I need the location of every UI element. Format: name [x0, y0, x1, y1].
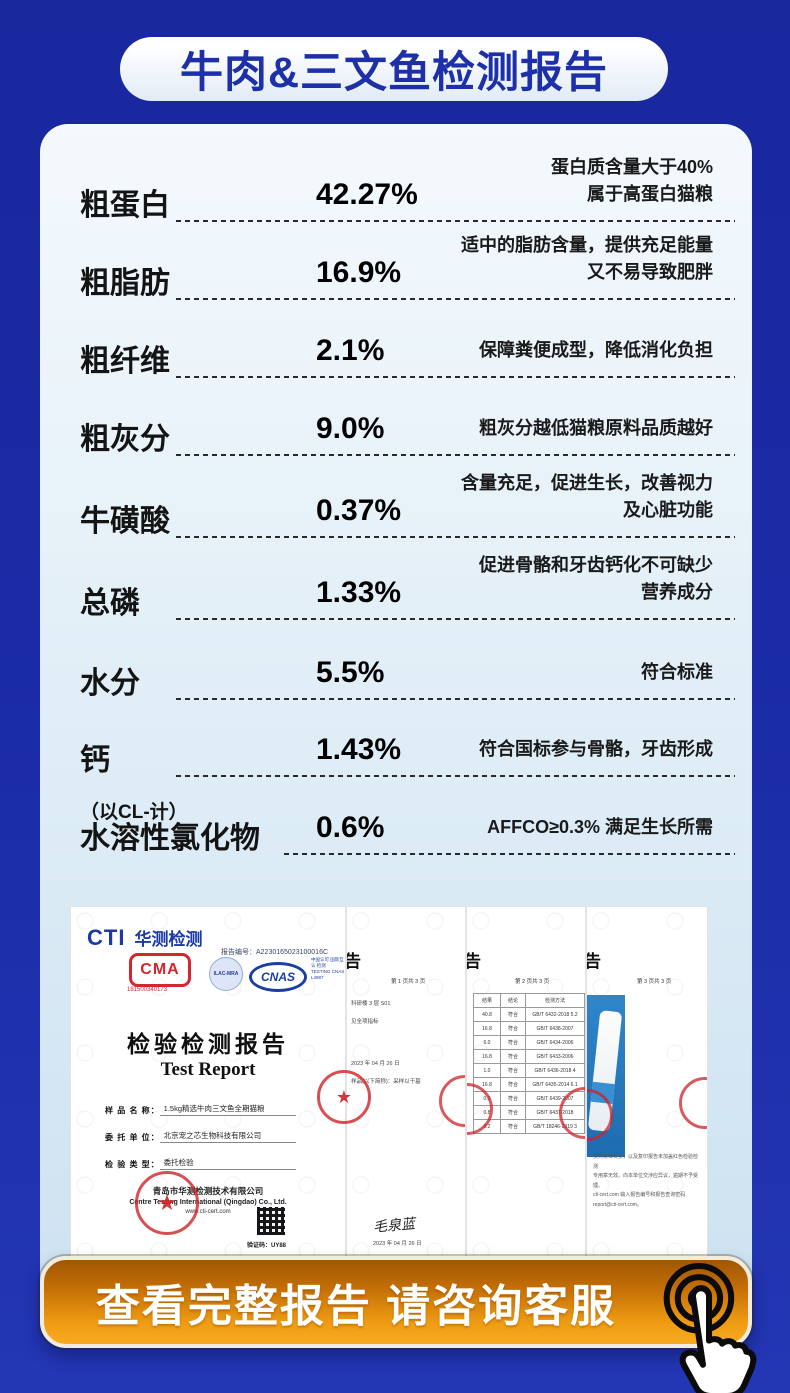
dashed-underline: 1.33% 促进骨骼和牙齿钙化不可缺少 营养成分	[176, 538, 735, 620]
nutrient-value: 42.27%	[316, 178, 418, 211]
page-number: 第 3 页共 3 页	[637, 979, 672, 985]
cert-page-cover: CTI 华测检测 报告编号：A2230165023100016C CMA 181…	[70, 906, 346, 1258]
dashed-underline: 2.1% 保障粪便成型，降低消化负担	[176, 300, 735, 378]
nutrient-value: 9.0%	[316, 412, 385, 445]
dashed-underline: 1.43% 符合国标参与骨骼，牙齿形成	[176, 700, 735, 777]
dashed-underline: 5.5% 符合标准	[176, 620, 735, 700]
view-report-label: 查看完整报告 请咨询客服	[95, 1282, 617, 1331]
row-crude-protein: 粗蛋白 42.27% 蛋白质含量大于40% 属于高蛋白猫粮	[80, 132, 735, 222]
red-stamp-icon: ★	[317, 1070, 371, 1124]
cnas-badge: CNAS	[249, 962, 307, 992]
nutrient-name: 总磷	[80, 586, 140, 620]
row-crude-fiber: 粗纤维 2.1% 保障粪便成型，降低消化负担	[80, 300, 735, 378]
report-fields: 样 品 名 称： 1.5kg精选牛肉三文鱼全期猫粮 委 托 单 位： 北京宠之芯生物…	[105, 1103, 296, 1184]
dashed-underline: 0.6% AFFCO≥0.3% 满足生长所需	[284, 777, 735, 855]
table-row: 16.8 符合 GB/T 6435-2014 6.1	[473, 1077, 585, 1092]
table-row: 16.8 符合 GB/T 6433-2006	[473, 1049, 585, 1064]
nutrient-name: 粗纤维	[80, 344, 170, 378]
cnas-text: 中国认可 国际互认 检测 TESTING CNAS L4987	[311, 957, 345, 980]
nutrient-note: AFFCO≥0.3% 满足生长所需	[487, 817, 713, 837]
nutrient-name-prefix: （以CL-计）	[80, 801, 188, 823]
table-row: 16.8 符合 GB/T 6438-2007	[473, 1021, 585, 1036]
report-footnotes: 仅对来样负责，以及复印报告未加盖红色检验检测 专用章无效。向本单位交涉应异议，逾…	[593, 1154, 699, 1208]
nutrient-note: 保障粪便成型，降低消化负担	[479, 340, 713, 360]
red-stamp-icon: ★	[135, 1171, 199, 1235]
nutrient-name: 水溶性氯化物	[80, 821, 260, 855]
nutrient-name: 粗灰分	[80, 422, 170, 456]
page-header-fragment: 告	[587, 947, 601, 972]
nutrient-note: 促进骨骼和牙齿钙化不可缺少 营养成分	[479, 555, 713, 602]
report-number: 报告编号：A2230165023100016C	[221, 949, 329, 956]
nutrient-value: 16.9%	[316, 256, 402, 289]
cma-number: 181500340173	[127, 987, 168, 993]
row-crude-ash: 粗灰分 9.0% 粗灰分越低猫粮原料品质越好	[80, 378, 735, 456]
page-number: 第 1 页共 3 页	[391, 979, 426, 985]
red-stamp-arc-icon	[439, 1075, 465, 1127]
field-client: 委 托 单 位： 北京宠之芯生物科技有限公司	[105, 1130, 296, 1143]
cert-page-1: 告 第 1 页共 3 页 科研楼 3 层 S01 见全项指标 2023 年 04…	[346, 906, 466, 1258]
tap-hand-icon	[663, 1263, 757, 1393]
page-number: 第 2 页共 3 页	[515, 979, 550, 985]
row-taurine: 牛磺酸 0.37% 含量充足，促进生长，改善视力 及心脏功能	[80, 456, 735, 538]
dashed-underline: 9.0% 粗灰分越低猫粮原料品质越好	[176, 378, 735, 456]
page-header-fragment: 告	[467, 947, 481, 972]
signature-date: 2023 年 04 月 26 日	[373, 1241, 422, 1247]
nutrient-note: 符合标准	[641, 662, 713, 682]
nutrient-note: 含量充足，促进生长，改善视力 及心脏功能	[461, 473, 713, 520]
row-chloride: （以CL-计） 水溶性氯化物 0.6% AFFCO≥0.3% 满足生长所需	[80, 777, 735, 855]
cma-badge: CMA	[129, 953, 191, 987]
page-title: 牛肉&三文鱼检测报告	[179, 49, 609, 97]
dashed-underline: 16.9% 适中的脂肪含量，提供充足能量 又不易导致肥胖	[176, 222, 735, 300]
nutrient-note: 适中的脂肪含量，提供充足能量 又不易导致肥胖	[461, 235, 713, 282]
cti-lab-logo: CTI 华测检测	[87, 925, 203, 950]
row-crude-fat: 粗脂肪 16.9% 适中的脂肪含量，提供充足能量 又不易导致肥胖	[80, 222, 735, 300]
header-pill: 牛肉&三文鱼检测报告	[120, 37, 668, 101]
nutrient-note: 符合国标参与骨骼，牙齿形成	[479, 739, 713, 759]
nutrition-panel: 粗蛋白 42.27% 蛋白质含量大于40% 属于高蛋白猫粮 粗脂肪 16.9% 适…	[40, 124, 752, 1304]
table-row: 1.0 符合 GB/T 6436-2018 4	[473, 1063, 585, 1078]
nutrient-name: 水分	[80, 666, 140, 700]
nutrient-name: 粗蛋白	[80, 188, 170, 222]
nutrient-name: 钙	[80, 743, 110, 777]
nutrient-rows: 粗蛋白 42.27% 蛋白质含量大于40% 属于高蛋白猫粮 粗脂肪 16.9% 适…	[80, 132, 735, 855]
nutrient-value: 0.37%	[316, 494, 402, 527]
report-title-en: Test Report	[160, 1059, 256, 1080]
nutrient-value: 1.33%	[316, 576, 402, 609]
dashed-underline: 0.37% 含量充足，促进生长，改善视力 及心脏功能	[176, 456, 735, 538]
view-report-button[interactable]: 查看完整报告 请咨询客服	[40, 1256, 752, 1348]
row-moisture: 水分 5.5% 符合标准	[80, 620, 735, 700]
field-sample-name: 样 品 名 称： 1.5kg精选牛肉三文鱼全期猫粮	[105, 1103, 296, 1116]
row-calcium: 钙 1.43% 符合国标参与骨骼，牙齿形成	[80, 700, 735, 777]
page-header-fragment: 告	[347, 947, 361, 972]
table-row: 40.8 符合 GB/T 6432-2018 5.2	[473, 1007, 585, 1022]
table-row: 6.0 符合 GB/T 6434-2006	[473, 1035, 585, 1050]
nutrient-value: 2.1%	[316, 334, 385, 367]
nutrient-name: 粗脂肪	[80, 266, 170, 300]
signature: 毛泉蓝	[372, 1216, 416, 1236]
ilac-mra-badge: ILAC-MRA	[209, 957, 243, 991]
dashed-underline: 42.27% 蛋白质含量大于40% 属于高蛋白猫粮	[176, 132, 735, 222]
qr-code	[257, 1207, 285, 1235]
lab-company-block: 青岛市华测检测技术有限公司 Centre Testing Internation…	[129, 1186, 287, 1216]
nutrient-value: 0.6%	[316, 811, 385, 844]
field-test-type: 检 验 类 型： 委托检验	[105, 1157, 296, 1170]
red-stamp-arc-icon	[679, 1077, 707, 1129]
nutrient-name: 牛磺酸	[80, 504, 170, 538]
certificate-strip: CTI 华测检测 报告编号：A2230165023100016C CMA 181…	[70, 906, 708, 1258]
nutrient-note: 粗灰分越低猫粮原料品质越好	[479, 418, 713, 438]
nutrient-value: 5.5%	[316, 656, 385, 689]
nutrient-value: 1.43%	[316, 733, 402, 766]
row-total-phosphorus: 总磷 1.33% 促进骨骼和牙齿钙化不可缺少 营养成分	[80, 538, 735, 620]
verify-code: 验证码：UY88	[247, 1243, 287, 1249]
report-title-cn: 检验检测报告	[127, 1031, 289, 1057]
cert-page-3: 告 第 3 页共 3 页 仅对来样负责，以及复印报告未加盖红色检验检测 专用章无…	[586, 906, 708, 1258]
nutrient-note: 蛋白质含量大于40% 属于高蛋白猫粮	[550, 157, 713, 204]
